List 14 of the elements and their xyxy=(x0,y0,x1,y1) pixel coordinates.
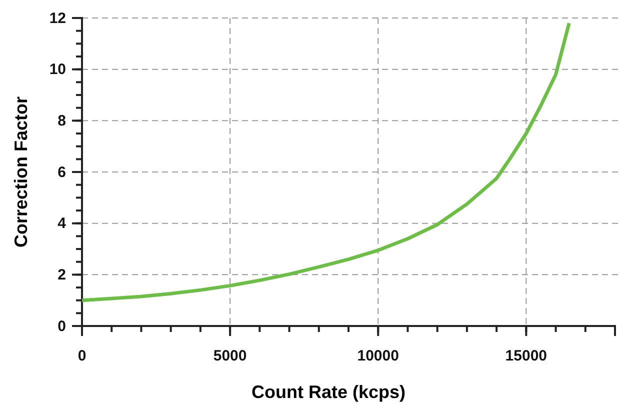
x-tick-label: 5000 xyxy=(213,348,247,365)
line-series xyxy=(80,21,571,302)
x-axis-title: Count Rate (kcps) xyxy=(251,382,406,402)
x-tick-label: 0 xyxy=(78,348,86,365)
x-tick-label: 10000 xyxy=(357,348,399,365)
y-tick-label: 8 xyxy=(58,112,66,130)
y-tick-label: 10 xyxy=(49,61,66,78)
y-tick-label: 2 xyxy=(58,266,66,284)
y-tick-label: 4 xyxy=(58,215,67,232)
y-axis-title: Correction Factor xyxy=(11,96,31,248)
y-tick-label: 0 xyxy=(58,318,66,335)
y-tick-label: 12 xyxy=(49,10,66,27)
y-tick-label: 6 xyxy=(58,164,66,181)
x-tick-label: 15000 xyxy=(505,348,548,365)
